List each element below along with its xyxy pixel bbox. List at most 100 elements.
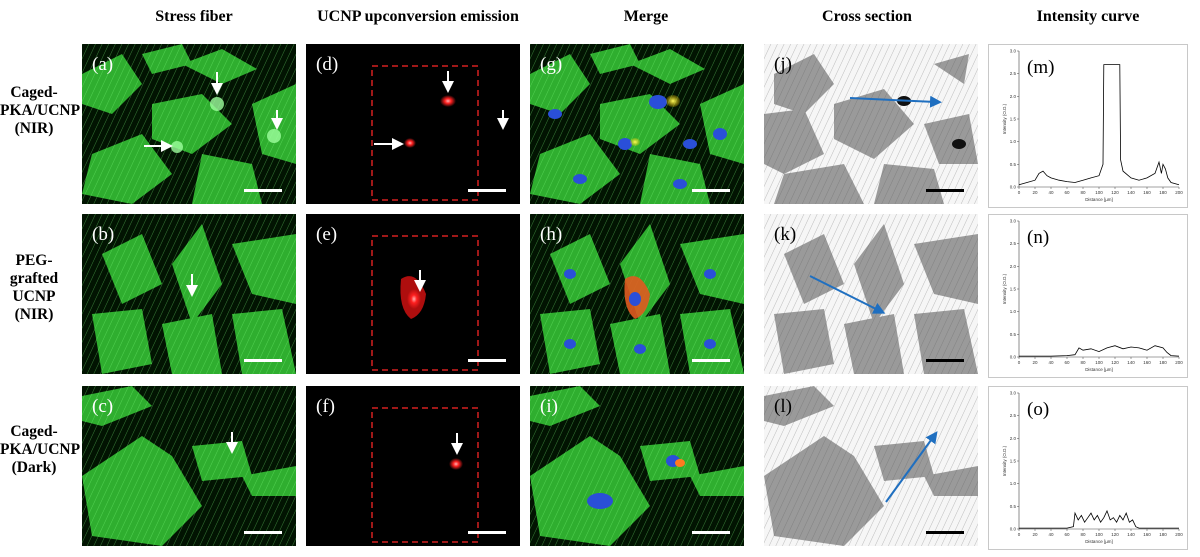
y-tick-label: 1.0 [1010, 481, 1017, 486]
intensity-series-line [1018, 64, 1180, 186]
panel-label: (f) [316, 396, 335, 417]
x-tick-label: 140 [1127, 360, 1135, 365]
y-tick-label: 3.0 [1010, 391, 1017, 396]
scale-bar [244, 359, 282, 362]
micrograph-image [82, 44, 296, 204]
panel-b-stress-fiber: (b) [82, 214, 296, 374]
panel-label: (j) [774, 54, 792, 75]
micrograph-image [82, 214, 296, 374]
panel-c-stress-fiber: (c) [82, 386, 296, 546]
y-tick-label: 0.5 [1010, 162, 1017, 167]
panel-label: (d) [316, 54, 339, 75]
column-header-cross-section: Cross section [822, 8, 912, 25]
x-tick-label: 20 [1032, 360, 1038, 365]
x-tick-label: 200 [1175, 190, 1183, 195]
scale-bar [926, 359, 964, 362]
scale-bar [468, 359, 506, 362]
x-tick-label: 80 [1080, 190, 1086, 195]
row-label-line: UCNP [12, 288, 56, 305]
x-tick-label: 60 [1064, 532, 1070, 537]
micrograph-image [530, 214, 744, 374]
x-tick-label: 40 [1048, 532, 1054, 537]
x-tick-label: 0 [1018, 190, 1021, 195]
panel-n-intensity-plot: 0.0 0.5 1.0 1.5 2.0 2.5 3.0 0 20 40 60 80 100 120 140 1… [988, 214, 1188, 378]
micrograph-image [371, 65, 509, 201]
x-tick-label: 200 [1175, 532, 1183, 537]
x-tick-label: 40 [1048, 360, 1054, 365]
x-tick-label: 100 [1095, 532, 1103, 537]
x-tick-label: 0 [1018, 360, 1021, 365]
y-tick-label: 0.0 [1010, 185, 1017, 190]
panel-l-cross-section: (l) [764, 386, 978, 546]
panel-e-ucnp-emission: (e) [306, 214, 520, 374]
x-tick-label: 180 [1159, 190, 1167, 195]
column-header-merge: Merge [623, 8, 669, 25]
micrograph-image [371, 235, 479, 371]
row-header-caged-nir: Caged- PKA/UCNP (NIR) [0, 84, 81, 138]
x-tick-label: 20 [1032, 190, 1038, 195]
x-tick-label: 120 [1111, 360, 1119, 365]
y-tick-label: 2.0 [1010, 94, 1017, 99]
y-tick-label: 2.5 [1010, 71, 1017, 76]
scale-bar [926, 531, 964, 534]
scale-bar [244, 189, 282, 192]
x-tick-label: 0 [1018, 532, 1021, 537]
row-header-caged-dark: Caged- PKA/UCNP (Dark) [0, 423, 81, 477]
y-tick-label: 1.0 [1010, 139, 1017, 144]
panel-i-merge: (i) [530, 386, 744, 546]
y-tick-label: 2.0 [1010, 436, 1017, 441]
row-label-line: Caged- [10, 423, 58, 440]
y-tick-label: 2.5 [1010, 241, 1017, 246]
y-tick-label: 1.5 [1010, 287, 1017, 292]
row-label-line: PKA/UCNP [0, 441, 81, 458]
scale-bar [692, 531, 730, 534]
x-tick-label: 80 [1080, 360, 1086, 365]
panel-k-cross-section: (k) [764, 214, 978, 374]
micrograph-image [82, 386, 296, 546]
y-axis-label: Intensity (O.D.) [1002, 273, 1007, 304]
x-tick-label: 100 [1095, 360, 1103, 365]
panel-label: (k) [774, 224, 797, 245]
panel-g-merge: (g) [530, 44, 744, 204]
intensity-chart: 0.0 0.5 1.0 1.5 2.0 2.5 3.0 0 20 40 60 80 100 120 140 1… [1002, 49, 1183, 203]
row-header-peg-nir: PEG-grafted UCNP (NIR) [0, 252, 68, 324]
y-axis-label: Intensity (O.D.) [1002, 103, 1007, 134]
micrograph-image [764, 214, 978, 374]
x-tick-label: 20 [1032, 532, 1038, 537]
scale-bar [244, 531, 282, 534]
row-label-line: PKA/UCNP [0, 102, 81, 119]
scale-bar [692, 189, 730, 192]
panel-label: (g) [540, 54, 563, 75]
intensity-series-line [1019, 509, 1179, 529]
y-tick-label: 1.0 [1010, 309, 1017, 314]
panel-h-merge: (h) [530, 214, 744, 374]
micrograph-image [530, 44, 744, 204]
column-header-ucnp: UCNP upconversion emission [317, 8, 519, 25]
y-tick-label: 3.0 [1010, 219, 1017, 224]
y-tick-label: 2.5 [1010, 413, 1017, 418]
scale-bar [926, 189, 964, 192]
y-tick-label: 1.5 [1010, 459, 1017, 464]
panel-a-stress-fiber: (a) [82, 44, 296, 204]
x-tick-label: 120 [1111, 532, 1119, 537]
panel-label: (o) [1027, 399, 1050, 420]
y-tick-label: 0.5 [1010, 504, 1017, 509]
x-tick-label: 160 [1143, 532, 1151, 537]
x-tick-label: 80 [1080, 532, 1086, 537]
x-tick-label: 120 [1111, 190, 1119, 195]
x-axis-label: Distance [µm] [1085, 197, 1113, 202]
x-tick-label: 60 [1064, 190, 1070, 195]
panel-label: (b) [92, 224, 115, 245]
y-tick-label: 0.5 [1010, 332, 1017, 337]
column-header-stress-fiber: Stress fiber [155, 8, 233, 25]
row-label-line: (NIR) [14, 120, 54, 137]
panel-label: (m) [1027, 57, 1055, 78]
intensity-chart: 0.0 0.5 1.0 1.5 2.0 2.5 3.0 0 20 40 60 80 100 120 140 1… [1002, 391, 1183, 545]
scale-bar [468, 531, 506, 534]
y-tick-label: 1.5 [1010, 117, 1017, 122]
scale-bar [468, 189, 506, 192]
intensity-chart: 0.0 0.5 1.0 1.5 2.0 2.5 3.0 0 20 40 60 80 100 120 140 1… [1002, 219, 1183, 373]
x-axis-label: Distance [µm] [1085, 539, 1113, 544]
panel-label: (n) [1027, 227, 1050, 248]
y-tick-label: 3.0 [1010, 49, 1017, 54]
